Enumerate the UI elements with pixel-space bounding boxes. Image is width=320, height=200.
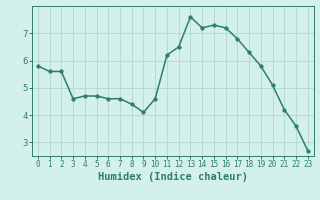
X-axis label: Humidex (Indice chaleur): Humidex (Indice chaleur) [98, 172, 248, 182]
